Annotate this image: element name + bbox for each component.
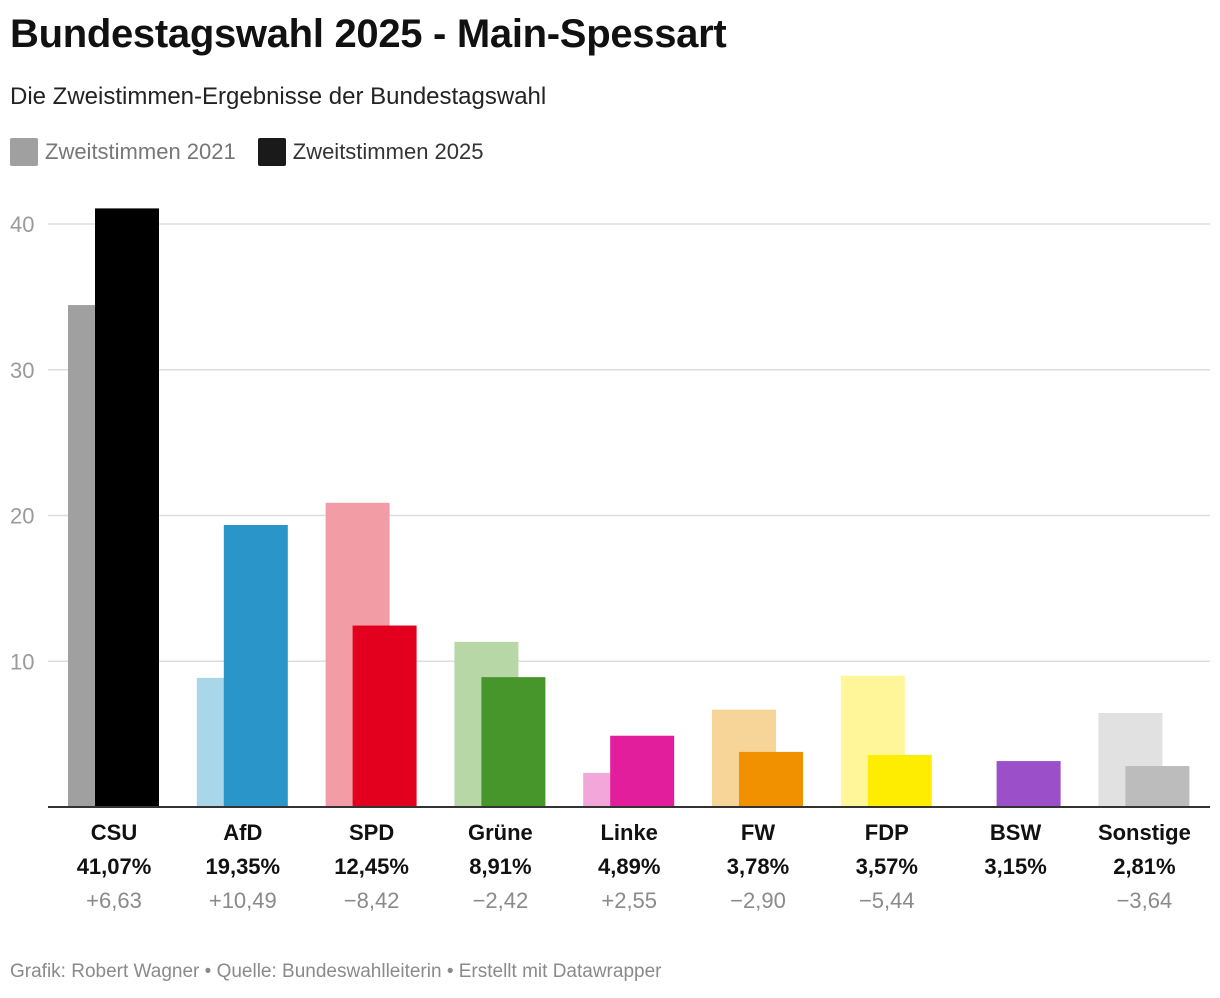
legend-item-2021: Zweitstimmen 2021 — [10, 138, 236, 166]
bar-2025-linke — [610, 735, 675, 807]
change-label-fw: −2,90 — [730, 888, 786, 913]
legend-item-2025: Zweitstimmen 2025 — [257, 138, 484, 166]
change-label-fdp: −5,44 — [859, 888, 915, 913]
x-tick-label-spd: SPD — [349, 820, 394, 845]
change-label-spd: −8,42 — [344, 888, 400, 913]
bar-2025-bsw — [996, 761, 1061, 807]
chart-subtitle: Die Zweistimmen-Ergebnisse der Bundestag… — [10, 83, 547, 110]
x-tick-label-afd: AfD — [223, 820, 262, 845]
bar-2025-afd — [223, 524, 288, 807]
bar-2025-fdp — [867, 754, 932, 807]
legend: Zweitstimmen 2021 Zweitstimmen 2025 — [10, 138, 484, 166]
value-label-afd: 19,35% — [205, 854, 280, 879]
change-label-grune: −2,42 — [473, 888, 529, 913]
change-label-csu: +6,63 — [86, 888, 142, 913]
value-label-bsw: 3,15% — [984, 854, 1046, 879]
bar-chart: 10 20 30 40 CSU 41,07% +6,63 AfD 19,35% +10,49 SPD… — [10, 208, 1210, 913]
y-tick-label-10: 10 — [10, 649, 34, 674]
legend-label-2025: Zweitstimmen 2025 — [292, 139, 484, 164]
change-label-afd: +10,49 — [209, 888, 277, 913]
x-tick-label-grune: Grüne — [468, 820, 533, 845]
value-label-linke: 4,89% — [598, 854, 660, 879]
legend-label-2021: Zweitstimmen 2021 — [45, 139, 236, 164]
bar-2025-sonstige — [1125, 766, 1190, 807]
bar-2025-fw — [739, 751, 803, 807]
bar-2025-grune — [481, 677, 546, 807]
bar-2025-csu — [95, 208, 159, 807]
x-tick-label-csu: CSU — [91, 820, 137, 845]
x-tick-label-linke: Linke — [600, 820, 657, 845]
y-tick-label-30: 30 — [10, 358, 34, 383]
y-tick-label-40: 40 — [10, 212, 34, 237]
value-label-grune: 8,91% — [469, 854, 531, 879]
chart-title: Bundestagswahl 2025 - Main-Spessart — [10, 12, 727, 56]
x-tick-label-sonstige: Sonstige — [1098, 820, 1191, 845]
legend-swatch-2021 — [10, 138, 38, 166]
x-tick-label-fw: FW — [741, 820, 775, 845]
bar-2025-spd — [352, 625, 417, 807]
legend-swatch-2025 — [257, 138, 286, 166]
value-label-sonstige: 2,81% — [1113, 854, 1175, 879]
value-label-fw: 3,78% — [727, 854, 789, 879]
value-label-spd: 12,45% — [334, 854, 409, 879]
value-label-fdp: 3,57% — [856, 854, 918, 879]
source-footer: Grafik: Robert Wagner • Quelle: Bundeswa… — [10, 961, 662, 982]
x-tick-label-fdp: FDP — [865, 820, 909, 845]
value-label-csu: 41,07% — [77, 854, 152, 879]
change-label-linke: +2,55 — [601, 888, 657, 913]
change-label-sonstige: −3,64 — [1117, 888, 1173, 913]
x-tick-label-bsw: BSW — [990, 820, 1042, 845]
y-tick-label-20: 20 — [10, 504, 34, 529]
